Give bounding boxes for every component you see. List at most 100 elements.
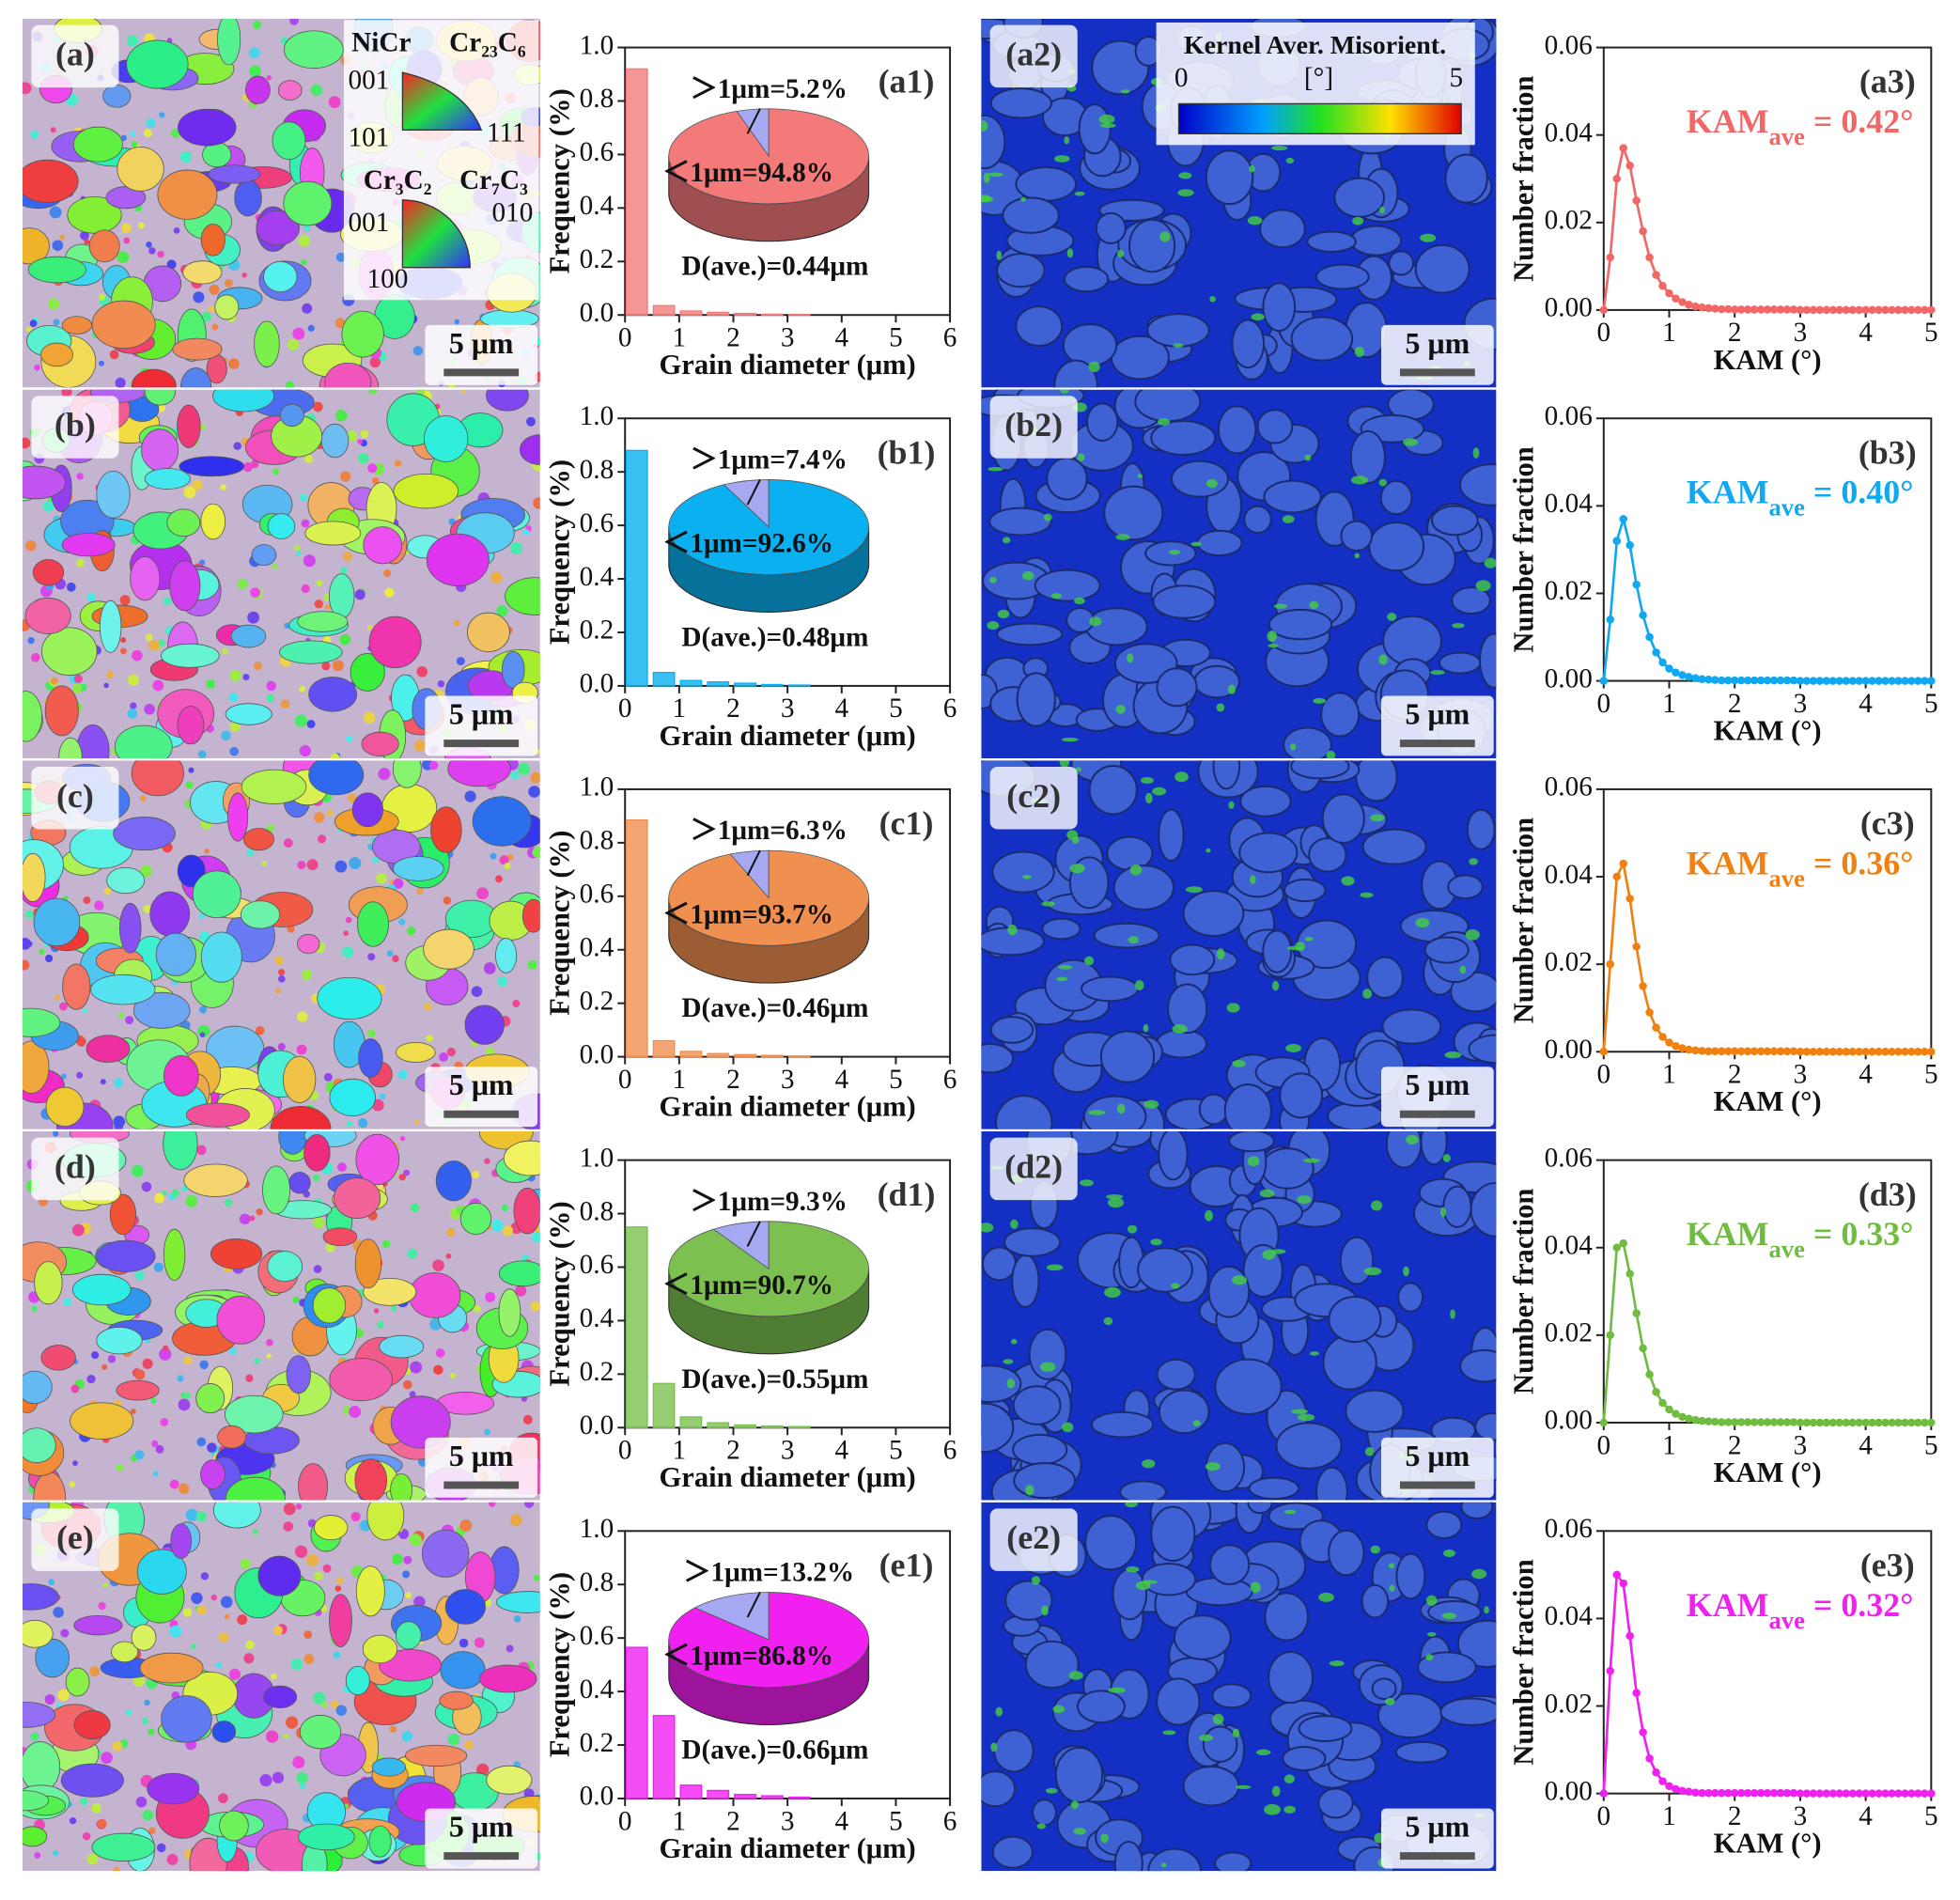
annotation: KAMave = 0.40° (1687, 474, 1914, 522)
fine-grain (101, 1363, 108, 1370)
annotation: D(ave.)=0.46μm (681, 993, 868, 1023)
point (1888, 1048, 1896, 1056)
y-tick-label: 0.2 (580, 615, 614, 646)
fine-grain (25, 910, 35, 919)
grain (1053, 359, 1098, 388)
grain (1003, 1227, 1062, 1257)
x-tick-label: 4 (834, 1806, 848, 1836)
grain (350, 653, 385, 692)
fine-grain (71, 683, 82, 693)
fine-grain (484, 1158, 490, 1164)
grain (1084, 607, 1148, 646)
grain (178, 108, 237, 147)
grain (297, 611, 349, 632)
grain (1158, 1131, 1189, 1181)
grain (1198, 1093, 1229, 1126)
fine-grain (332, 660, 344, 672)
fine-grain (89, 1666, 101, 1677)
fine-grain (24, 539, 37, 552)
point (1698, 303, 1706, 312)
point (1678, 1786, 1687, 1796)
x-tick-label: 0 (1596, 1060, 1610, 1090)
grain (177, 404, 201, 448)
fine-grain (242, 674, 250, 681)
grain (1256, 409, 1294, 444)
x-axis-label: KAM (°) (1714, 1085, 1822, 1117)
fine-grain (346, 1121, 353, 1128)
point (1711, 304, 1719, 313)
chart-label: (d3) (1859, 1176, 1917, 1213)
fine-grain (239, 1213, 251, 1225)
grain (23, 1370, 53, 1405)
fine-grain (56, 1703, 62, 1708)
strain-spot (1309, 600, 1319, 610)
fine-grain (143, 904, 151, 913)
point (1743, 1047, 1752, 1056)
grain (1099, 1030, 1156, 1083)
strain-spot (1003, 1359, 1014, 1364)
point (1718, 1788, 1726, 1798)
annotation-part: ave (1769, 864, 1806, 893)
grain (298, 1823, 355, 1851)
strain-spot (1370, 814, 1385, 822)
strain-spot (1249, 165, 1255, 173)
fine-grain (166, 1853, 179, 1865)
strain-spot (981, 196, 994, 203)
fine-grain (283, 838, 293, 849)
annotation-part: KAM (1687, 1586, 1769, 1624)
grain (256, 210, 300, 246)
fine-grain (272, 1771, 285, 1783)
strain-spot (1283, 1805, 1296, 1814)
bar (679, 1051, 703, 1058)
fine-grain (266, 1353, 272, 1359)
fine-grain (289, 18, 299, 25)
point (1796, 1418, 1805, 1427)
point (1723, 1788, 1733, 1798)
point (1842, 305, 1850, 315)
fine-grain (290, 1658, 303, 1671)
grain (113, 817, 176, 851)
strain-spot (1043, 513, 1052, 522)
fine-grain (517, 762, 531, 775)
point (1848, 305, 1857, 315)
strain-spot (1104, 1286, 1121, 1298)
y-tick-label: 0.02 (1545, 947, 1593, 977)
strain-spot (1185, 886, 1203, 894)
bar (625, 68, 648, 316)
point (1888, 1789, 1896, 1798)
grain (1260, 1147, 1314, 1190)
y-tick-label: 1.0 (580, 772, 614, 802)
panel-label: (e) (56, 1518, 94, 1556)
point (1828, 1418, 1838, 1427)
point (1874, 677, 1883, 685)
point (1658, 282, 1667, 290)
pie-label: ＜1μm=90.7% (662, 1270, 833, 1300)
fine-grain (533, 497, 540, 509)
x-axis-label: KAM (°) (1714, 714, 1822, 746)
grain (65, 1667, 90, 1697)
grain (439, 1690, 474, 1710)
fine-grain (248, 47, 260, 59)
fine-grain (142, 1810, 153, 1821)
fine-grain (274, 956, 284, 965)
fine-grain (222, 647, 228, 655)
strain-spot (988, 576, 997, 584)
grain (464, 1005, 505, 1045)
strain-spot (1226, 1003, 1240, 1013)
bar (707, 1422, 730, 1428)
fine-grain (246, 849, 255, 857)
fine-grain (280, 699, 290, 709)
point (1612, 537, 1621, 545)
strain-spot (1062, 737, 1079, 742)
grain (1345, 302, 1388, 359)
fine-grain (247, 611, 260, 624)
point (1711, 1417, 1719, 1426)
fine-grain (173, 227, 180, 234)
fine-grain (218, 1632, 229, 1643)
point (1599, 305, 1609, 315)
pie-label: ＜1μm=93.7% (662, 899, 833, 929)
ipf-corner: 001 (349, 66, 390, 96)
fine-grain (366, 1029, 376, 1038)
point (1723, 304, 1733, 314)
grain (96, 1327, 143, 1355)
